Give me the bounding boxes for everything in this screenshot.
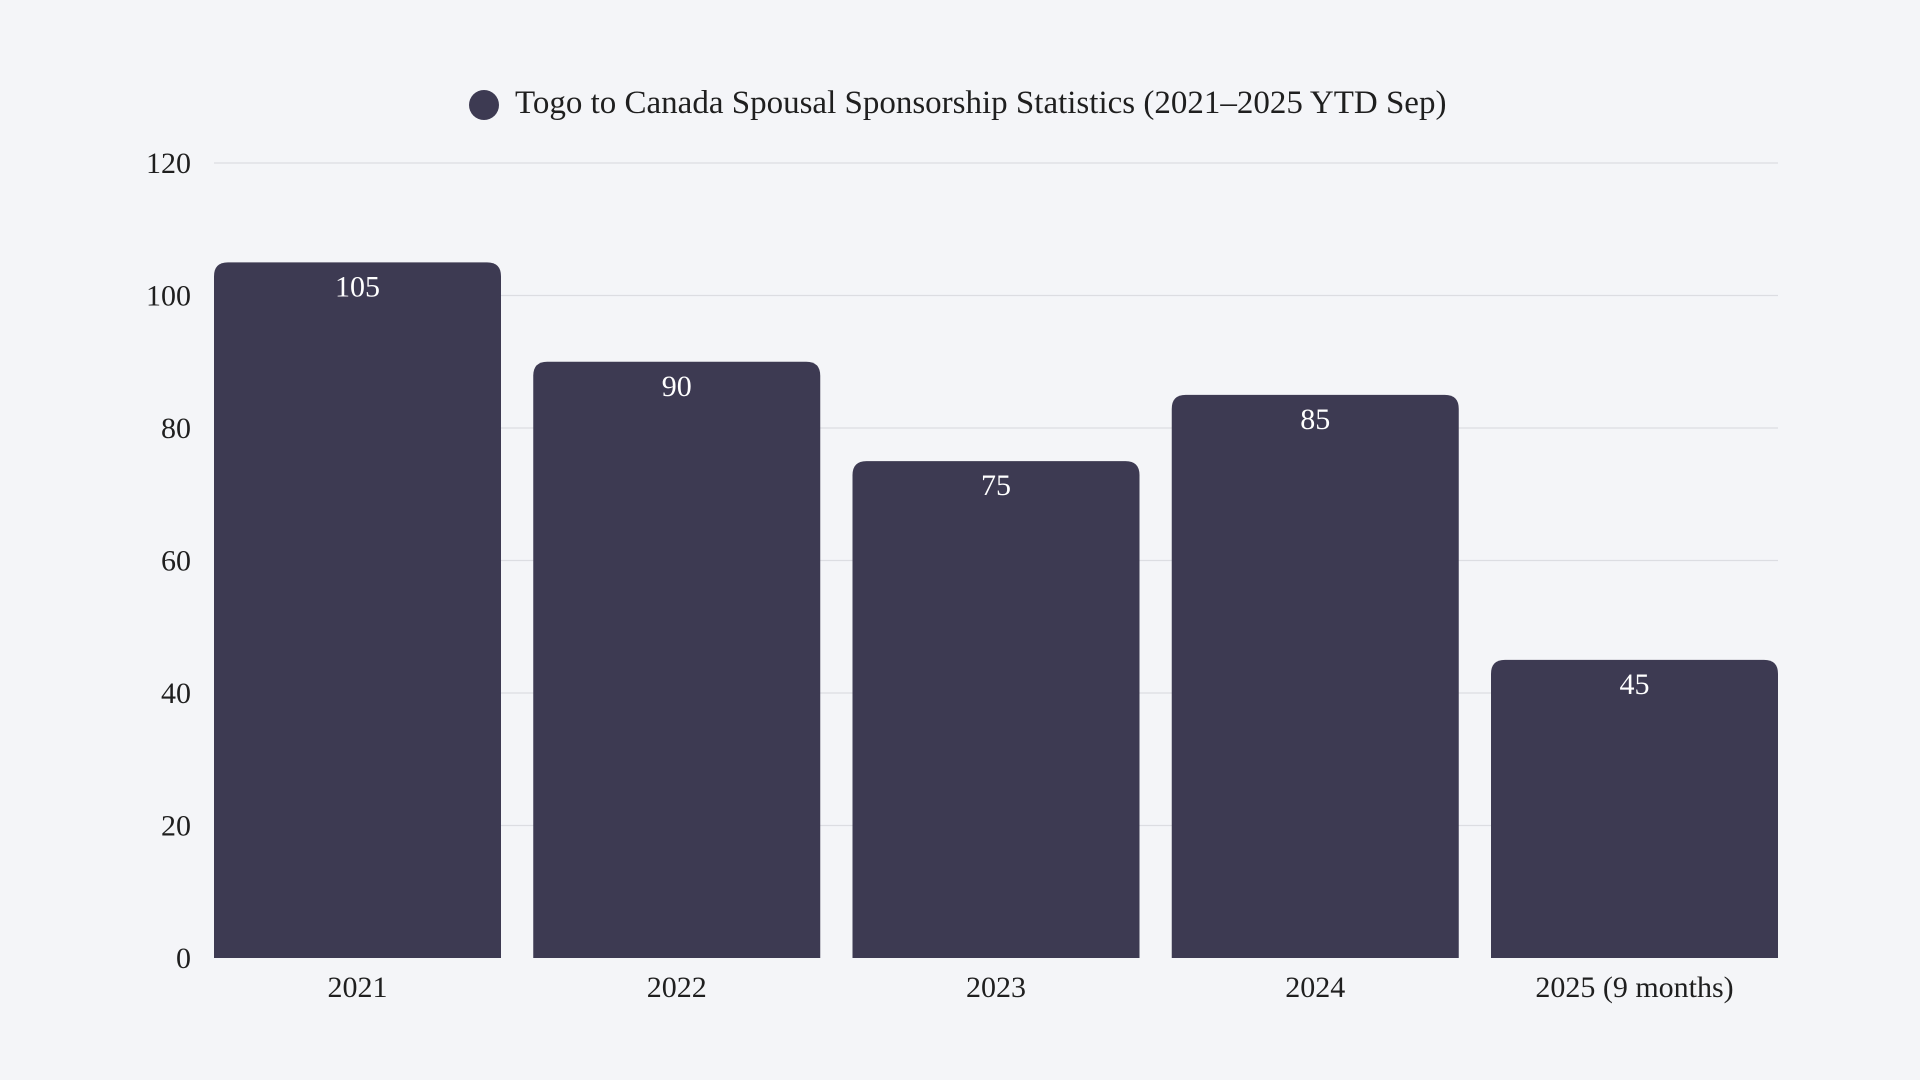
bar-2024 xyxy=(1171,394,1459,958)
legend-marker xyxy=(469,90,499,120)
bar-2022 xyxy=(533,361,821,958)
x-tick-label: 2024 xyxy=(1285,971,1345,1004)
data-label: 75 xyxy=(981,469,1011,502)
data-label: 90 xyxy=(662,370,692,403)
y-tick-label: 120 xyxy=(146,147,191,180)
data-label: 85 xyxy=(1300,403,1330,436)
x-tick-label: 2021 xyxy=(328,971,388,1004)
x-tick-label: 2022 xyxy=(647,971,707,1004)
data-label: 45 xyxy=(1620,668,1650,701)
y-tick-label: 80 xyxy=(161,412,191,445)
legend: Togo to Canada Spousal Sponsorship Stati… xyxy=(469,85,1446,121)
bar-2023 xyxy=(852,461,1140,958)
y-tick-label: 0 xyxy=(176,942,191,975)
y-tick-label: 100 xyxy=(146,280,191,313)
y-tick-label: 40 xyxy=(161,677,191,710)
bar-2021 xyxy=(214,262,501,958)
y-tick-label: 20 xyxy=(161,810,191,843)
x-tick-label: 2025 (9 months) xyxy=(1535,971,1733,1004)
x-tick-label: 2023 xyxy=(966,971,1026,1004)
legend-label: Togo to Canada Spousal Sponsorship Stati… xyxy=(515,85,1446,121)
data-label: 105 xyxy=(335,270,380,303)
y-tick-label: 60 xyxy=(161,545,191,578)
bar-2025 (9 months) xyxy=(1491,659,1778,958)
